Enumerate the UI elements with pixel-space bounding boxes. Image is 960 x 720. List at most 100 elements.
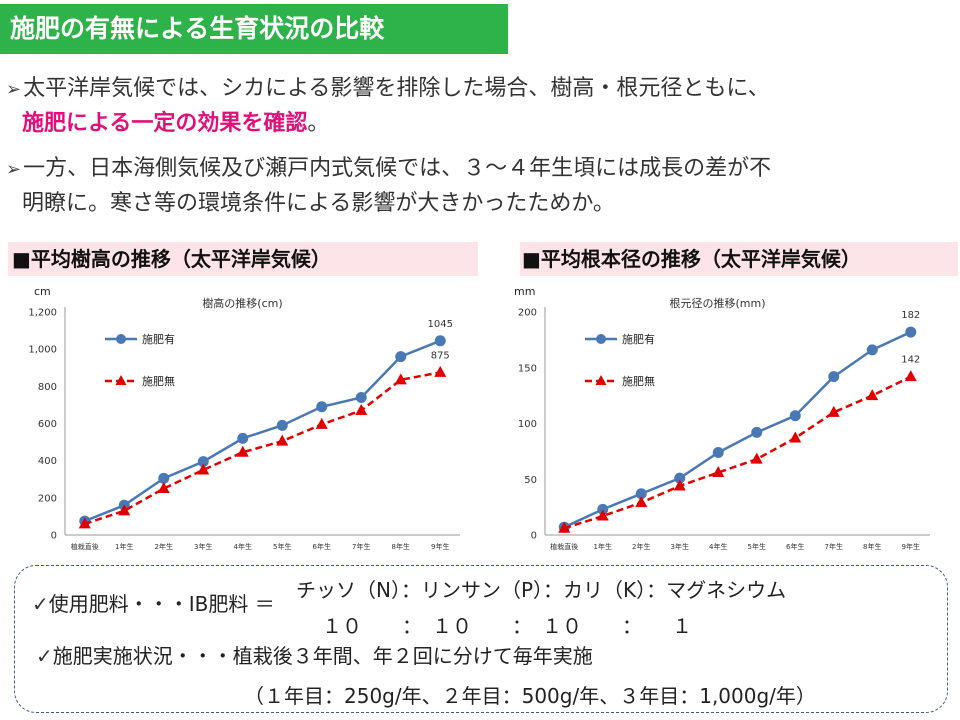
series-line-fertilized xyxy=(84,339,441,523)
data-point xyxy=(750,452,763,464)
data-point xyxy=(434,365,447,377)
data-point xyxy=(635,488,647,500)
data-point xyxy=(118,504,131,516)
data-point xyxy=(276,434,289,446)
page-title: 施肥の有無による生育状況の比較 xyxy=(0,4,508,54)
section-band-left xyxy=(8,242,478,276)
data-point xyxy=(157,482,170,494)
data-point xyxy=(712,466,725,478)
y-unit-label: mm xyxy=(514,285,535,298)
data-point xyxy=(395,351,407,363)
legend-label: 施肥無 xyxy=(622,374,655,388)
legend-label: 施肥無 xyxy=(142,374,175,388)
x-tick-label: 1年生 xyxy=(115,542,133,551)
data-point xyxy=(866,389,879,401)
data-point xyxy=(558,521,571,533)
chart-title: 根元径の推移(mm) xyxy=(669,296,765,310)
data-point xyxy=(597,503,609,515)
data-point xyxy=(827,405,840,417)
bullet-text: 太平洋岸気候では、シカによる影響を排除した場合、樹高・根元径ともに、 xyxy=(23,76,770,101)
y-tick-label: 600 xyxy=(38,419,57,430)
data-point xyxy=(904,370,917,382)
bullet-arrow-icon: ➢ xyxy=(6,79,22,100)
data-point xyxy=(315,417,328,429)
fertilizer-schedule-line: ✓施肥実施状況・・・植栽後３年間、年２回に分けて毎年実施 xyxy=(36,640,593,669)
y-tick-label: 1,200 xyxy=(28,308,57,319)
x-tick-label: 8年生 xyxy=(392,542,410,551)
emphasis-text: 施肥による一定の効果を確認 xyxy=(22,111,308,136)
y-tick-label: 150 xyxy=(518,363,537,374)
data-point xyxy=(674,472,686,484)
x-tick-label: 植栽直後 xyxy=(71,542,99,551)
series-line-unfertilized xyxy=(563,375,912,530)
y-tick-label: 800 xyxy=(38,382,57,393)
data-point xyxy=(236,445,249,457)
y-tick-label: 0 xyxy=(531,531,537,542)
check-icon: ✓ xyxy=(32,592,49,616)
x-tick-label: 4年生 xyxy=(234,542,252,551)
data-point xyxy=(596,509,609,521)
fertilizer-info-box xyxy=(14,565,948,713)
x-tick-label: 6年生 xyxy=(786,542,804,551)
y-tick-label: 100 xyxy=(518,419,537,430)
data-point xyxy=(355,403,368,415)
x-tick-label: 7年生 xyxy=(825,542,843,551)
x-tick-label: 5年生 xyxy=(273,542,291,551)
data-label: 182 xyxy=(901,310,920,321)
section-band-right xyxy=(520,242,958,276)
y-tick-label: 50 xyxy=(524,475,537,486)
data-label: 142 xyxy=(901,355,920,366)
data-point xyxy=(673,479,686,491)
x-tick-label: 植栽直後 xyxy=(550,542,578,551)
data-point xyxy=(78,517,91,529)
x-tick-label: 2年生 xyxy=(632,542,650,551)
height-line-chart: cm 樹高の推移(cm) 0 200 400 600 800 1,000 1,200 植栽直後 1年… xyxy=(28,285,460,551)
bullet-arrow-icon: ➢ xyxy=(6,159,22,180)
x-tick-label: 6年生 xyxy=(313,542,331,551)
series-line-unfertilized xyxy=(84,371,441,526)
data-point xyxy=(434,335,446,347)
data-point xyxy=(828,371,840,383)
y-tick-label: 200 xyxy=(38,493,57,504)
data-point xyxy=(635,496,648,508)
fertilizer-amounts: （１年目：250g/年、２年目：500g/年、３年目：1,000g/年） xyxy=(244,684,816,708)
data-point xyxy=(316,401,328,413)
x-tick-label: 3年生 xyxy=(671,542,689,551)
data-point xyxy=(197,456,209,468)
legend-label: 施肥有 xyxy=(622,332,655,346)
data-point xyxy=(355,391,367,403)
diameter-line-chart: mm 根元径の推移(mm) 0 50 100 150 200 植栽直後 1年生 2年生 3年生 4年生… xyxy=(514,285,930,551)
data-point xyxy=(789,431,802,443)
x-tick-label: 2年生 xyxy=(155,542,173,551)
legend-marker xyxy=(596,334,606,344)
fertilizer-type-line: ✓使用肥料・・・IB肥料 ＝ xyxy=(32,588,275,617)
x-tick-label: 7年生 xyxy=(352,542,370,551)
data-label: 875 xyxy=(431,350,450,361)
y-unit-label: cm xyxy=(34,285,51,298)
bullet-end: 。 xyxy=(307,111,330,136)
legend-marker xyxy=(115,375,127,385)
x-tick-label: 9年生 xyxy=(902,542,920,551)
bullet-text: 一方、日本海側気候及び瀬戸内式気候では、３～４年生頃には成長の差が不 xyxy=(23,156,772,181)
data-point xyxy=(197,463,210,475)
fertilizer-ratio: １０ ： １０ ： １０ ： １ xyxy=(322,614,692,638)
data-point xyxy=(866,344,878,356)
y-tick-label: 400 xyxy=(38,456,57,467)
x-tick-label: 8年生 xyxy=(863,542,881,551)
data-point xyxy=(276,419,288,431)
legend-marker xyxy=(116,334,126,344)
schedule-text: 施肥実施状況・・・植栽後３年間、年２回に分けて毎年実施 xyxy=(52,644,593,668)
data-point xyxy=(158,472,170,484)
data-point xyxy=(712,446,724,458)
section-heading-diameter: ■平均根本径の推移（太平洋岸気候） xyxy=(522,247,861,271)
legend-marker xyxy=(595,375,607,385)
series-line-fertilized xyxy=(563,330,912,529)
y-tick-label: 200 xyxy=(518,308,537,319)
data-label: 1045 xyxy=(428,319,453,330)
bullet-text-cont: 明瞭に。寒さ等の環境条件による影響が大きかったためか。 xyxy=(22,191,615,216)
data-point xyxy=(905,326,917,338)
data-point xyxy=(751,426,763,438)
bullet-pacific: ➢太平洋岸気候では、シカによる影響を排除した場合、樹高・根元径ともに、 施肥によ… xyxy=(6,72,946,141)
section-heading-height: ■平均樹高の推移（太平洋岸気候） xyxy=(12,247,331,271)
bullet-japan-sea: ➢一方、日本海側気候及び瀬戸内式気候では、３～４年生頃には成長の差が不 明瞭に。… xyxy=(6,152,946,221)
